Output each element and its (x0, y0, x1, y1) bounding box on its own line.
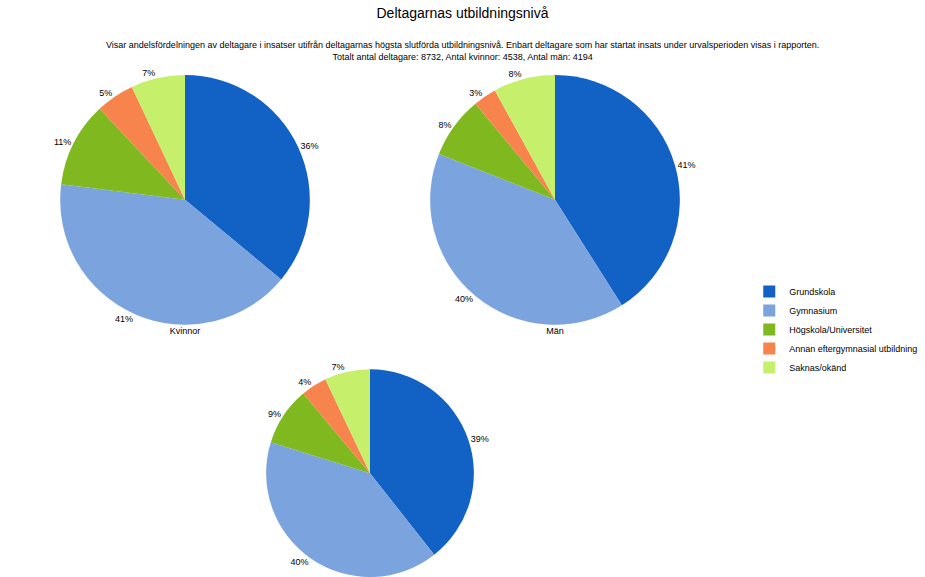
svg-text:9%: 9% (268, 409, 281, 419)
svg-text:40%: 40% (291, 557, 309, 567)
svg-text:Gymnasium: Gymnasium (789, 306, 837, 316)
svg-text:Deltagarnas utbildningsnivå: Deltagarnas utbildningsnivå (377, 5, 549, 21)
svg-text:4%: 4% (298, 377, 311, 387)
svg-text:Kvinnor: Kvinnor (170, 326, 201, 336)
svg-text:3%: 3% (469, 88, 482, 98)
svg-text:Högskola/Universitet: Högskola/Universitet (789, 325, 872, 335)
svg-text:5%: 5% (99, 88, 112, 98)
svg-text:7%: 7% (142, 68, 155, 78)
svg-text:7%: 7% (332, 362, 345, 372)
svg-text:39%: 39% (471, 434, 489, 444)
svg-text:11%: 11% (54, 137, 71, 147)
svg-text:8%: 8% (508, 69, 521, 79)
svg-text:41%: 41% (677, 160, 695, 170)
svg-text:41%: 41% (115, 314, 133, 324)
svg-text:40%: 40% (455, 294, 473, 304)
svg-text:Saknas/okänd: Saknas/okänd (789, 363, 846, 373)
svg-text:Annan eftergymnasial utbildnin: Annan eftergymnasial utbildning (789, 344, 917, 354)
svg-text:Visar andelsfördelningen av de: Visar andelsfördelningen av deltagare i … (106, 40, 819, 62)
svg-text:Grundskola: Grundskola (789, 287, 835, 297)
svg-text:8%: 8% (438, 120, 451, 130)
svg-text:36%: 36% (300, 141, 318, 151)
svg-text:Män: Män (546, 326, 564, 336)
